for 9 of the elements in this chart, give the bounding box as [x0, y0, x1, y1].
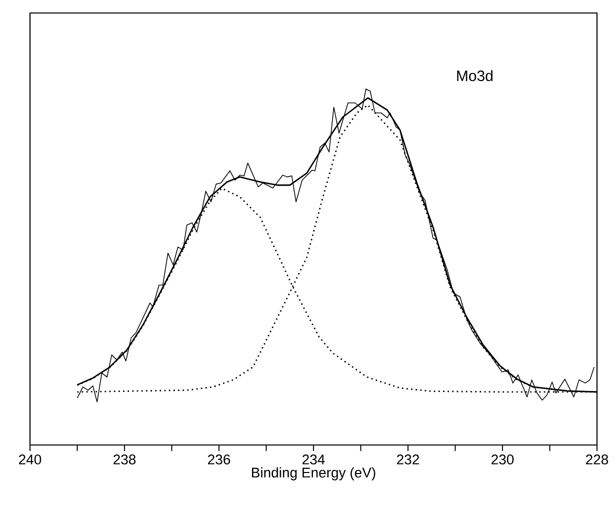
x-tick-label: 230	[492, 454, 514, 464]
text: Mo3d	[457, 70, 492, 82]
x-tick-label: 238	[114, 454, 136, 464]
x-tick-label: 232	[397, 454, 419, 464]
x-tick-label: 234	[302, 454, 325, 464]
x-tick-label: 228	[586, 454, 608, 464]
x-tick-label: 240	[19, 454, 42, 464]
x-axis-title: Binding Energy (eV)	[252, 467, 376, 480]
x-tick-label: 236	[208, 454, 230, 464]
